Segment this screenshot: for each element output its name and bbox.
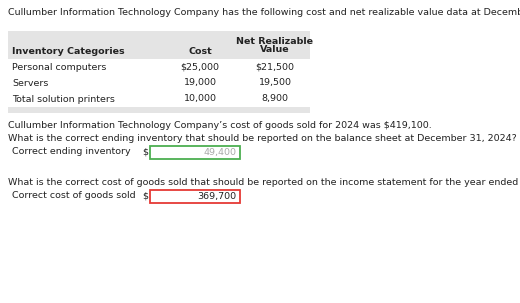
Text: Cost: Cost [188, 48, 212, 56]
Bar [8, 31, 310, 113]
Text: Correct ending inventory: Correct ending inventory [12, 148, 131, 157]
Text: $25,000: $25,000 [180, 62, 219, 72]
Text: Inventory Categories: Inventory Categories [12, 48, 125, 56]
Text: Servers: Servers [12, 78, 48, 88]
Bar [8, 59, 310, 75]
Text: Personal computers: Personal computers [12, 62, 107, 72]
Bar [8, 75, 310, 91]
Bar [8, 31, 310, 59]
Text: $21,500: $21,500 [255, 62, 294, 72]
Text: $: $ [142, 191, 148, 201]
Text: Net Realizable: Net Realizable [237, 36, 314, 45]
Text: Cullumber Information Technology Company has the following cost and net realizab: Cullumber Information Technology Company… [8, 8, 520, 17]
Bar [150, 189, 240, 202]
Bar [8, 91, 310, 107]
Text: 49,400: 49,400 [203, 148, 236, 157]
Text: 8,900: 8,900 [262, 95, 289, 104]
Text: Correct cost of goods sold: Correct cost of goods sold [12, 191, 136, 201]
Text: Value: Value [260, 45, 290, 55]
Text: $: $ [142, 148, 148, 157]
Text: What is the correct ending inventory that should be reported on the balance shee: What is the correct ending inventory tha… [8, 134, 517, 143]
Bar [150, 145, 240, 158]
Text: Total solution printers: Total solution printers [12, 95, 115, 104]
Text: 369,700: 369,700 [197, 191, 236, 201]
Text: Cullumber Information Technology Company’s cost of goods sold for 2024 was $419,: Cullumber Information Technology Company… [8, 121, 432, 130]
Text: What is the correct cost of goods sold that should be reported on the income sta: What is the correct cost of goods sold t… [8, 178, 520, 187]
Text: 19,000: 19,000 [184, 78, 216, 88]
Text: 19,500: 19,500 [258, 78, 292, 88]
Text: 10,000: 10,000 [184, 95, 216, 104]
